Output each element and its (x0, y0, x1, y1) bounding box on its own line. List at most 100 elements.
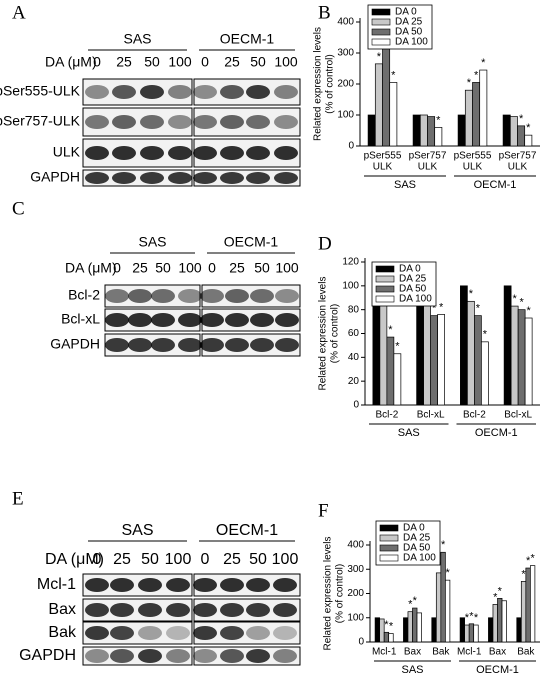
band (193, 172, 217, 184)
bar (416, 612, 422, 643)
legend-swatch (379, 544, 399, 552)
band (246, 649, 270, 663)
x-tick-label: pSer757 (499, 151, 537, 162)
panel-label: C (12, 198, 25, 219)
bar (464, 89, 473, 147)
significance: * (526, 122, 531, 134)
bar (525, 567, 531, 643)
band (220, 626, 244, 640)
x-tick-label: ULK (418, 162, 438, 173)
blot-box (82, 646, 193, 666)
dose-value: 50 (144, 54, 160, 70)
bar (488, 617, 494, 643)
y-axis-label: (% of control) (330, 304, 341, 363)
band (85, 603, 109, 617)
band (250, 313, 274, 327)
dose-value: 50 (254, 260, 270, 276)
y-tick-label: 60 (348, 328, 360, 339)
bar (517, 125, 526, 147)
dose-value: 50 (250, 54, 266, 70)
group-label: OECM-1 (224, 234, 279, 250)
legend-swatch (375, 295, 395, 303)
significance: * (432, 303, 437, 315)
dose-value: 25 (224, 54, 240, 70)
band (110, 603, 134, 617)
x-tick-label: ULK (463, 162, 483, 173)
significance: * (408, 599, 413, 611)
band (275, 338, 299, 352)
significance: * (465, 612, 470, 624)
band (85, 578, 109, 592)
bar (437, 314, 445, 406)
x-tick-label: pSer555 (364, 151, 402, 162)
bar (383, 631, 390, 643)
group-label: OECM-1 (475, 427, 518, 439)
band (168, 115, 192, 129)
band (273, 649, 297, 663)
dose-value: 0 (201, 551, 210, 568)
dose-value: 50 (141, 551, 159, 568)
x-tick-label: Mcl-1 (457, 647, 482, 658)
bar (460, 285, 468, 406)
legend-swatch (375, 275, 395, 283)
row-label: GAPDH (19, 647, 76, 664)
panel-label: E (12, 488, 24, 509)
band (274, 115, 298, 129)
group-label: SAS (123, 31, 151, 47)
y-tick-label: 0 (358, 637, 364, 648)
row-label: Bak (48, 624, 77, 641)
y-tick-label: 80 (348, 304, 360, 315)
y-tick-label: 200 (347, 588, 364, 599)
band (225, 313, 249, 327)
band (193, 85, 217, 99)
band (220, 603, 244, 617)
bar (524, 134, 533, 147)
band (85, 146, 109, 160)
band (140, 85, 164, 99)
band (140, 146, 164, 160)
legend-label: DA 100 (395, 37, 428, 48)
bar (474, 315, 482, 406)
band (193, 115, 217, 129)
legend-swatch (371, 18, 391, 26)
dose-value: 0 (113, 260, 121, 276)
bar (412, 114, 421, 147)
band (193, 649, 217, 663)
x-tick-label: pSer555 (454, 151, 492, 162)
legend-label: DA 50 (399, 284, 427, 295)
band (140, 172, 164, 184)
band (246, 115, 270, 129)
bar (492, 604, 498, 643)
band (110, 649, 134, 663)
dose-value: 25 (132, 260, 148, 276)
significance: * (526, 305, 531, 317)
legend-swatch (379, 524, 399, 532)
legend-swatch (375, 285, 395, 293)
band (246, 172, 270, 184)
bar (503, 285, 512, 406)
y-axis-label: (% of control) (325, 54, 336, 113)
legend-label: DA 0 (395, 7, 417, 18)
band (168, 85, 192, 99)
x-tick-label: Bax (489, 647, 506, 658)
band (166, 578, 190, 592)
bar (479, 69, 488, 147)
legend-label: DA 25 (395, 17, 423, 28)
band (85, 626, 109, 640)
band (138, 603, 162, 617)
legend-swatch (379, 554, 399, 562)
significance: * (445, 567, 450, 579)
bar (517, 309, 526, 406)
legend-label: DA 0 (399, 264, 421, 275)
band (193, 146, 217, 160)
band (193, 626, 217, 640)
legend-label: DA 50 (395, 27, 423, 38)
legend-label: DA 0 (403, 523, 425, 534)
significance: * (436, 114, 441, 126)
band (112, 172, 136, 184)
dose-label: DA (μM) (45, 54, 97, 70)
blot-box (82, 573, 193, 597)
significance: * (395, 341, 400, 353)
dose-value: 100 (168, 54, 192, 70)
significance: * (493, 591, 498, 603)
